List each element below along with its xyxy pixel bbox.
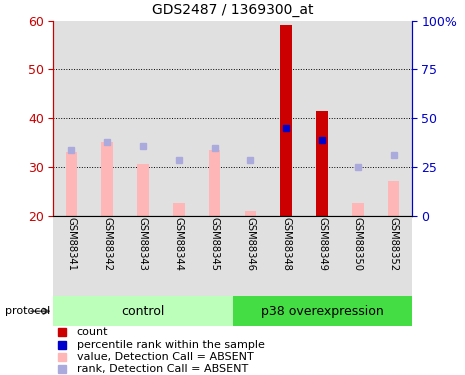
Title: GDS2487 / 1369300_at: GDS2487 / 1369300_at — [152, 3, 313, 17]
Text: value, Detection Call = ABSENT: value, Detection Call = ABSENT — [77, 352, 253, 362]
Text: p38 overexpression: p38 overexpression — [261, 305, 383, 318]
Bar — [137, 164, 149, 216]
Bar — [66, 152, 77, 216]
Bar — [304, 216, 340, 296]
Text: GSM88350: GSM88350 — [353, 217, 363, 271]
Bar — [268, 216, 304, 296]
Text: GSM88348: GSM88348 — [281, 217, 291, 271]
Bar — [376, 216, 412, 296]
Text: GSM88343: GSM88343 — [138, 217, 148, 271]
Text: GSM88341: GSM88341 — [66, 217, 76, 271]
Text: count: count — [77, 327, 108, 338]
Bar — [173, 203, 185, 216]
Bar — [304, 21, 340, 216]
Bar — [197, 216, 232, 296]
Text: GSM88345: GSM88345 — [210, 217, 219, 271]
Bar — [388, 182, 399, 216]
Bar — [232, 296, 412, 326]
Bar — [340, 216, 376, 296]
Text: GSM88349: GSM88349 — [317, 217, 327, 271]
Bar — [53, 21, 89, 216]
Bar — [161, 21, 197, 216]
Text: percentile rank within the sample: percentile rank within the sample — [77, 339, 265, 350]
Bar — [125, 216, 161, 296]
Bar — [89, 216, 125, 296]
Bar — [376, 21, 412, 216]
Bar — [209, 150, 220, 216]
Bar — [125, 21, 161, 216]
Text: GSM88344: GSM88344 — [174, 217, 184, 271]
Text: protocol: protocol — [5, 306, 50, 316]
Bar — [232, 216, 268, 296]
Text: GSM88346: GSM88346 — [246, 217, 255, 271]
Bar — [197, 21, 232, 216]
Bar — [352, 203, 364, 216]
Bar — [53, 296, 232, 326]
Bar — [340, 21, 376, 216]
Text: rank, Detection Call = ABSENT: rank, Detection Call = ABSENT — [77, 364, 248, 374]
Text: control: control — [121, 305, 165, 318]
Text: GSM88352: GSM88352 — [389, 217, 399, 272]
Bar — [268, 21, 304, 216]
Bar — [316, 111, 328, 216]
Bar — [232, 21, 268, 216]
Bar — [161, 216, 197, 296]
Bar — [89, 21, 125, 216]
Bar — [245, 211, 256, 216]
Text: GSM88342: GSM88342 — [102, 217, 112, 271]
Bar — [280, 26, 292, 216]
Bar — [101, 142, 113, 216]
Bar — [53, 216, 89, 296]
